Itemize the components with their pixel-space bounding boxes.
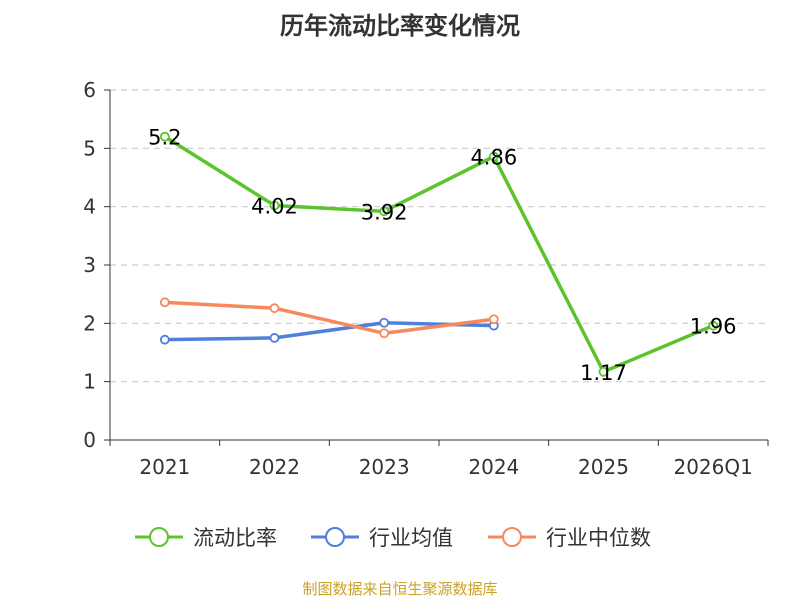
data-label-2021: 5.2 [148,126,181,150]
legend-marker-2 [502,527,522,547]
data-point [379,328,390,339]
y-tick-label: 0 [83,428,96,452]
x-tick-label-2024: 2024 [468,455,519,479]
axes: 0 1 2 3 4 5 6 2021 2022 2023 2024 2025 2026Q1 [83,78,769,479]
data-label-2025: 1.17 [580,361,627,385]
y-tick-label: 4 [83,195,96,219]
legend-marker-0 [149,527,169,547]
x-tick-label-2022: 2022 [249,455,300,479]
data-label-2024: 4.86 [470,146,517,170]
data-point [488,314,499,325]
chart-title: 历年流动比率变化情况 [280,12,520,40]
data-label-2022: 4.02 [251,195,298,219]
source-note: 制图数据来自恒生聚源数据库 [302,580,498,598]
series-line-2 [164,300,495,335]
legend-label-0: 流动比率 [193,526,277,550]
data-label-2023: 3.92 [361,200,408,224]
data-point [159,131,170,142]
y-tick-label: 1 [83,370,96,394]
x-tick-label-2026Q1: 2026Q1 [673,455,752,479]
data-point [488,151,499,162]
data-point [159,297,170,308]
y-tick-label: 2 [83,311,96,335]
series-lines [159,131,719,377]
legend-marker-1 [325,527,345,547]
data-point [269,200,280,211]
data-labels: 5.2 4.02 3.92 4.86 1.17 1.96 [148,126,736,385]
data-point [379,206,390,217]
y-tick-label: 6 [83,78,96,102]
data-label-2026Q1: 1.96 [690,315,737,339]
x-tick-label-2025: 2025 [578,455,629,479]
legend-label-1: 行业均值 [369,526,453,550]
legend: 流动比率 行业均值 行业中位数 [135,526,651,550]
series-line-1 [164,321,494,342]
x-tick-label-2023: 2023 [359,455,410,479]
data-point [708,320,719,331]
series-line-0 [163,135,714,374]
data-point [159,334,170,345]
y-tick-label: 5 [83,136,96,160]
data-point [598,366,609,377]
x-tick-label-2021: 2021 [139,455,190,479]
legend-label-2: 行业中位数 [546,526,651,550]
data-point [269,333,280,343]
data-point [379,317,390,328]
data-point [269,303,280,314]
y-tick-label: 3 [83,253,96,277]
